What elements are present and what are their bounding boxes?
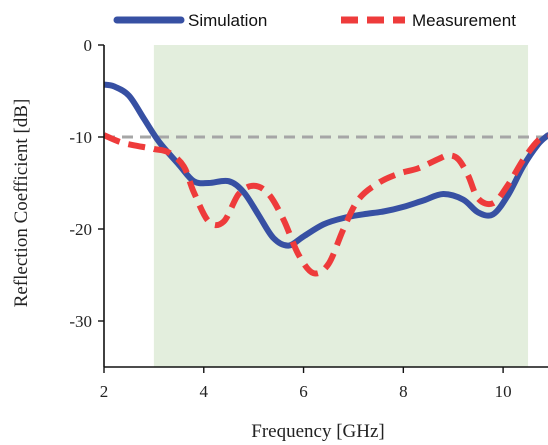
- shaded-band: [153, 45, 529, 367]
- legend-label-measurement: Measurement: [412, 11, 516, 30]
- x-tick-label: 6: [299, 382, 308, 401]
- y-tick-label: 0: [84, 36, 93, 55]
- x-axis-label: Frequency [GHz]: [251, 421, 384, 442]
- x-tick-label: 8: [399, 382, 408, 401]
- x-tick-label: 2: [100, 382, 109, 401]
- y-axis-label: Reflection Coefficient [dB]: [11, 99, 32, 308]
- x-tick-label: 4: [200, 382, 209, 401]
- y-tick-label: -30: [69, 312, 92, 331]
- y-tick-label: -20: [69, 220, 92, 239]
- y-tick-label: -10: [69, 128, 92, 147]
- legend-label-simulation: Simulation: [188, 11, 267, 30]
- legend: Simulation Measurement: [113, 11, 516, 30]
- series-line-measurement: [104, 132, 548, 277]
- x-tick-label: 10: [495, 382, 512, 401]
